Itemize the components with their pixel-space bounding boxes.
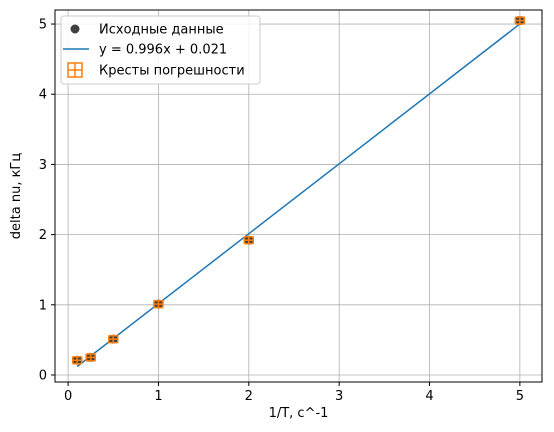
x-tick-label: 5 <box>516 389 524 404</box>
legend-marker-scatter <box>70 24 80 34</box>
y-tick-label: 5 <box>39 18 47 33</box>
y-axis-label: delta nu, кГц <box>9 153 24 240</box>
plot-area <box>71 16 526 368</box>
x-axis-label: 1/T, с^-1 <box>269 406 329 421</box>
error-cross <box>85 353 96 362</box>
legend-entry-scatter: Исходные данные <box>99 23 224 38</box>
error-cross <box>514 16 526 25</box>
x-tick-label: 3 <box>335 389 343 404</box>
x-tick-label: 2 <box>245 389 253 404</box>
legend-box <box>60 15 261 85</box>
error-cross <box>153 299 164 309</box>
x-tick-label: 1 <box>154 389 162 404</box>
x-axis: 0 1 2 3 4 5 <box>64 382 524 404</box>
x-tick-label: 4 <box>425 389 433 404</box>
y-tick-label: 3 <box>39 158 47 173</box>
x-tick-label: 0 <box>64 389 72 404</box>
y-axis: 0 1 2 3 4 5 <box>39 18 55 383</box>
y-tick-label: 1 <box>39 298 47 313</box>
legend-entry-fit-line: y = 0.996x + 0.021 <box>99 43 227 58</box>
legend: Исходные данные y = 0.996x + 0.021 Крест… <box>60 15 261 85</box>
y-tick-label: 0 <box>39 368 47 383</box>
error-cross <box>243 235 255 245</box>
legend-entry-errorbar: Кресты погрешности <box>99 64 245 79</box>
legend-marker-errorbar <box>67 62 83 78</box>
error-cross <box>71 355 83 365</box>
plot-frame <box>54 9 543 383</box>
error-cross <box>108 334 119 344</box>
fit-line <box>76 23 521 368</box>
y-tick-label: 2 <box>39 228 47 243</box>
y-tick-label: 4 <box>39 88 47 103</box>
